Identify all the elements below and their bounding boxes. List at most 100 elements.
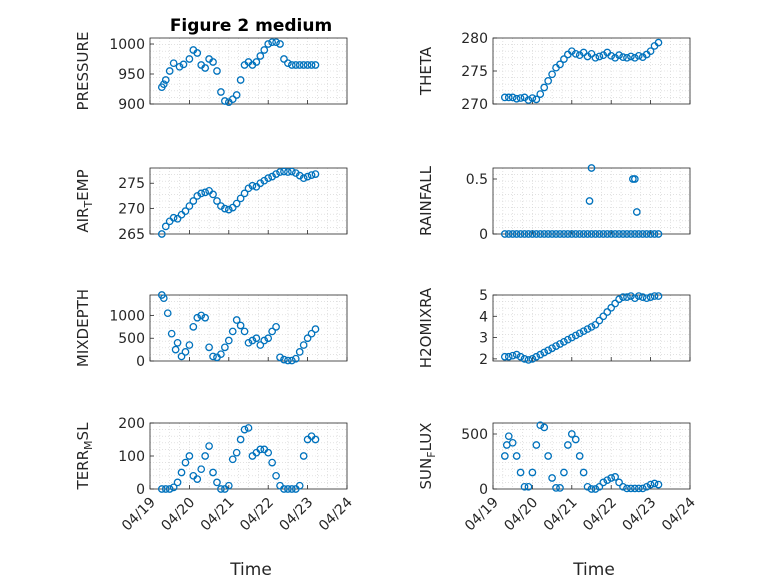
data-point — [634, 484, 643, 493]
y-axis-label: TERRMSL — [74, 422, 95, 491]
y-axis-label: H2OMIXRA — [417, 287, 435, 368]
data-point — [299, 61, 308, 69]
data-point — [654, 480, 663, 489]
data-point — [307, 329, 316, 338]
data-point — [619, 53, 627, 61]
data-point — [619, 293, 627, 301]
data-point — [571, 230, 580, 238]
data-point — [232, 199, 241, 208]
y-tick-label: 950 — [118, 67, 145, 83]
data-point — [591, 485, 600, 493]
data-point — [276, 40, 284, 48]
data-point — [508, 93, 517, 102]
data-point — [571, 435, 580, 444]
y-tick-label: 275 — [461, 64, 488, 80]
data-point — [248, 336, 257, 345]
data-point — [634, 230, 643, 238]
y-tick-label: 500 — [461, 427, 488, 443]
data-point — [236, 321, 245, 330]
data-point — [224, 336, 233, 345]
axes-box — [149, 294, 348, 362]
data-point — [159, 80, 168, 89]
data-point — [224, 481, 233, 490]
axes-box — [492, 167, 691, 235]
data-point — [500, 352, 509, 361]
y-tick-label: 1000 — [109, 37, 145, 53]
data-point — [595, 230, 604, 238]
data-point — [508, 351, 517, 360]
data-point — [646, 480, 655, 489]
data-point — [532, 230, 541, 238]
data-point — [256, 445, 265, 454]
data-point — [161, 222, 170, 231]
data-point — [299, 174, 308, 183]
data-point — [654, 292, 663, 300]
y-axis-label: MIXDEPTH — [74, 289, 92, 367]
data-point — [228, 95, 237, 104]
data-point — [630, 175, 639, 183]
data-point — [536, 90, 545, 98]
data-point — [272, 471, 280, 480]
data-point — [504, 352, 513, 361]
y-axis-label: AIRTEMP — [74, 169, 95, 232]
data-point — [512, 230, 521, 238]
data-point — [291, 354, 300, 363]
data-point — [516, 230, 525, 238]
data-point — [632, 208, 641, 216]
data-point — [540, 83, 549, 92]
data-point — [240, 425, 249, 434]
data-point — [615, 51, 623, 60]
y-axis-label: THETA — [417, 46, 435, 96]
y-tick-label: 280 — [461, 31, 488, 47]
data-point — [642, 294, 651, 303]
data-point — [228, 327, 237, 336]
data-point — [284, 356, 292, 365]
data-point — [634, 51, 643, 60]
data-point — [197, 311, 206, 320]
data-point — [213, 197, 221, 205]
data-point — [205, 442, 213, 450]
y-tick-label: 900 — [118, 97, 145, 113]
axes-h2omixra: 2 3 4 5 H2OMIXRA — [417, 287, 691, 368]
data-point — [516, 352, 525, 361]
data-point — [221, 204, 229, 213]
data-point — [611, 473, 619, 481]
data-point — [295, 348, 304, 356]
data-point — [181, 348, 190, 356]
axes-box — [492, 422, 691, 490]
data-point — [607, 474, 616, 482]
data-point — [280, 355, 288, 364]
data-point — [512, 94, 521, 103]
data-point — [524, 230, 533, 238]
data-point — [173, 214, 182, 223]
data-point — [512, 452, 521, 460]
data-point — [627, 52, 635, 61]
data-point — [595, 316, 604, 325]
data-point — [228, 203, 237, 212]
data-point — [587, 230, 596, 238]
data-point — [280, 55, 288, 63]
data-point — [311, 170, 320, 178]
data-point — [157, 230, 166, 238]
data-point — [303, 172, 312, 181]
data-point — [583, 482, 592, 491]
data-point — [163, 309, 172, 318]
data-point — [197, 189, 206, 198]
data-point — [544, 230, 553, 238]
data-point — [556, 340, 564, 348]
data-point — [595, 52, 604, 61]
data-point — [623, 230, 631, 238]
data-point — [603, 308, 612, 316]
data-point — [181, 207, 190, 216]
axes-pressure: 900 950 1000 PRESSURE — [74, 32, 348, 113]
data-point — [536, 230, 545, 238]
data-point — [623, 293, 631, 301]
data-point — [221, 97, 229, 105]
data-point — [544, 346, 553, 355]
data-point — [556, 484, 564, 492]
data-point — [232, 91, 241, 99]
data-point — [157, 485, 166, 493]
data-point — [650, 479, 659, 488]
data-point — [165, 67, 174, 75]
data-point — [528, 355, 537, 363]
